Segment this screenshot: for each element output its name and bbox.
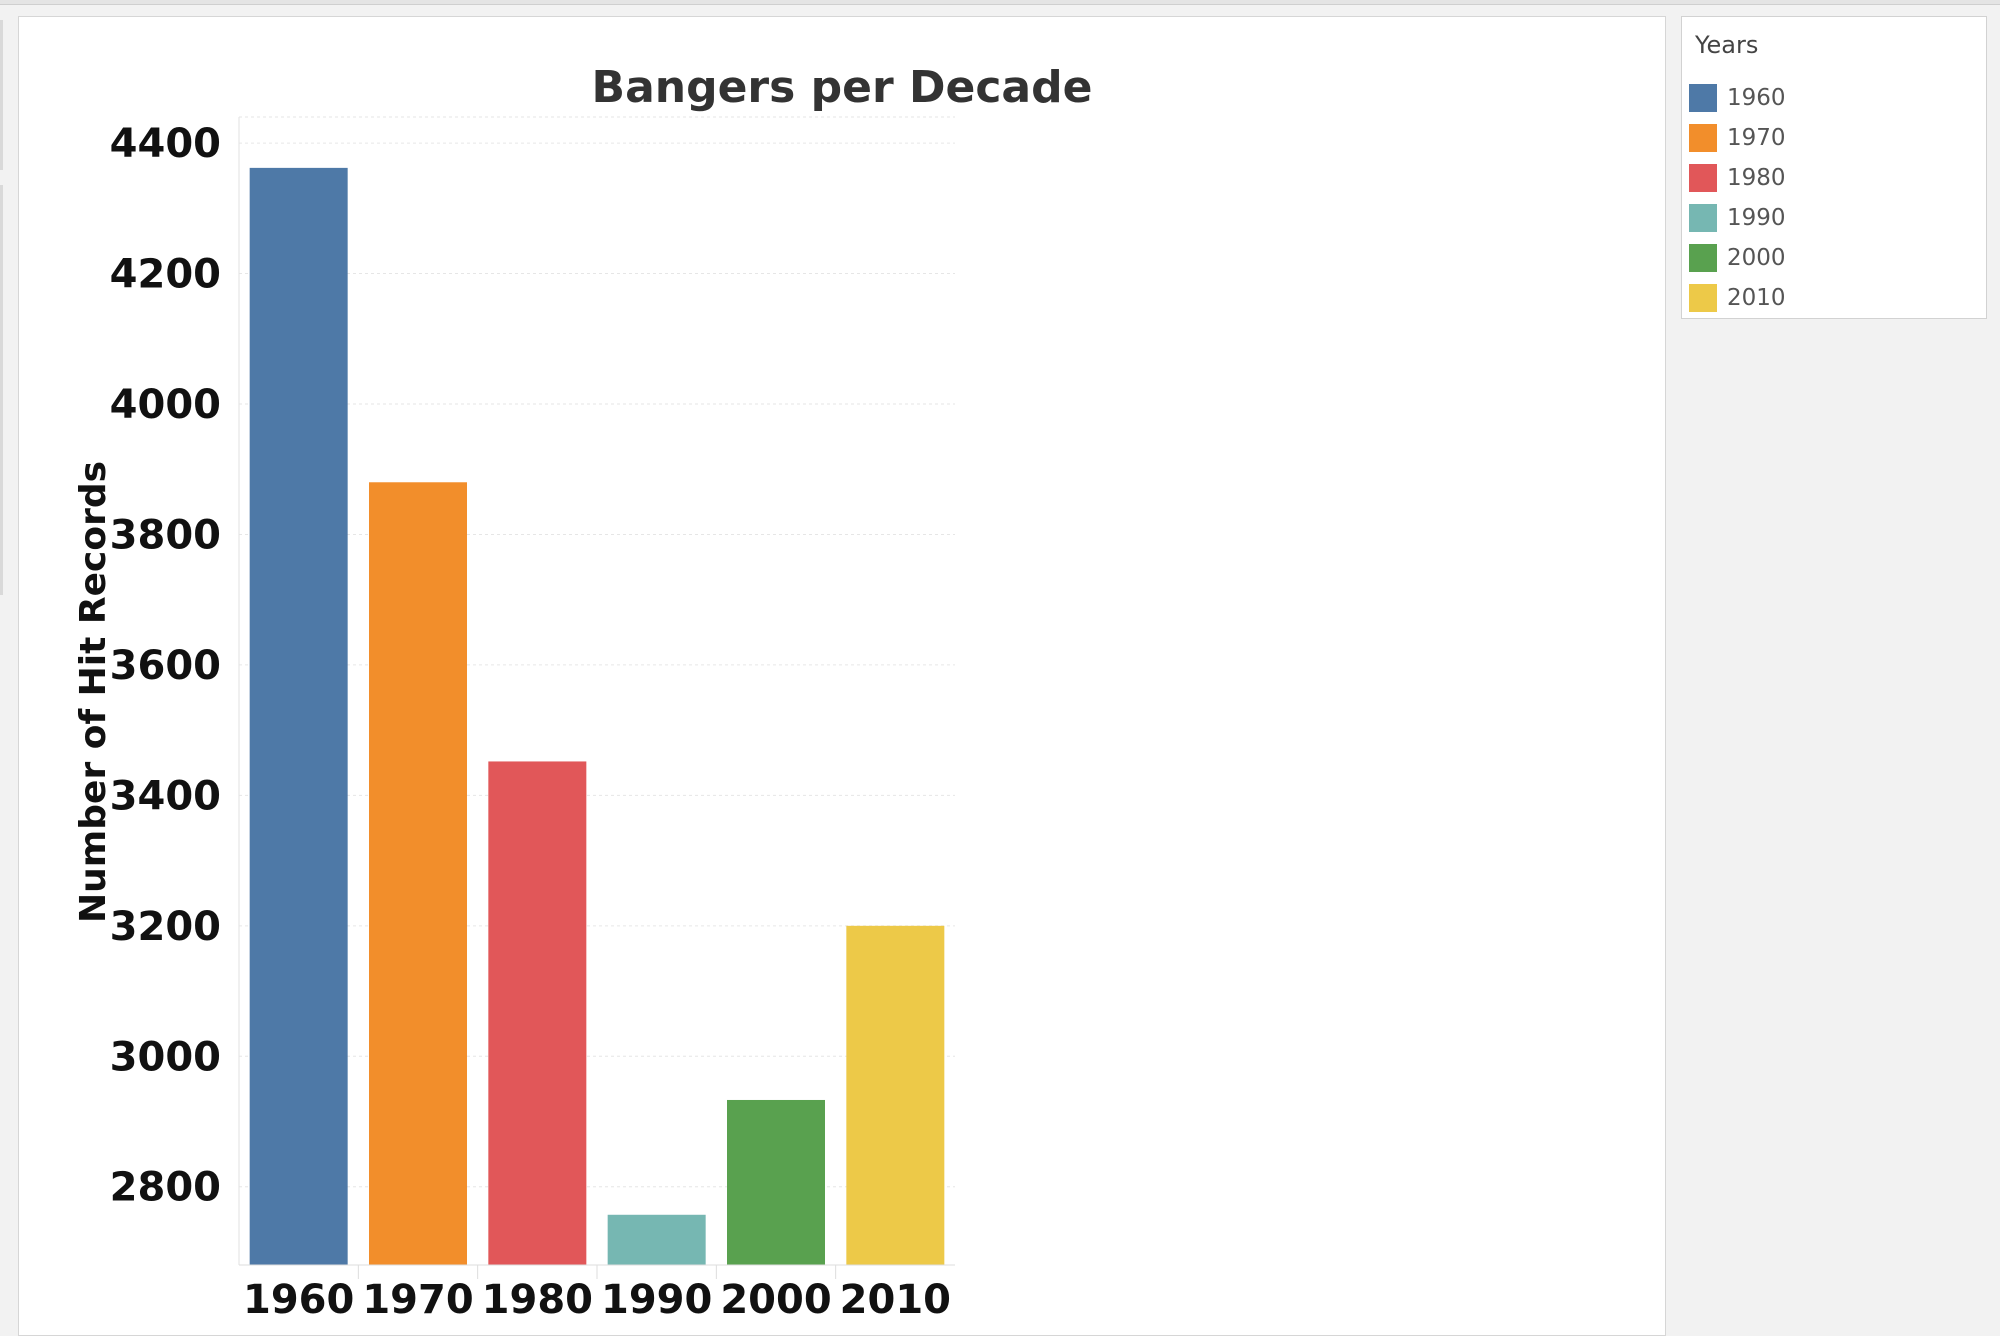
y-axis: 2800 3000 3200 3400 3600 3800 4000 4200 4400 [110, 121, 221, 1211]
y-tick-label: 3400 [110, 773, 221, 819]
x-tick-label: 1960 [243, 1277, 354, 1323]
y-axis-label: Number of Hit Records [73, 461, 114, 923]
y-tick-label: 4000 [110, 382, 221, 428]
bar-chart: 2800 3000 3200 3400 3600 3800 4000 4200 4400 196… [73, 62, 1093, 1323]
x-tick-label: 1980 [482, 1277, 593, 1323]
y-tick-label: 3000 [110, 1034, 221, 1080]
legend-label: 1960 [1727, 85, 1786, 111]
x-axis: 1960 1970 1980 1990 2000 2010 [239, 1264, 955, 1323]
legend-item-1980[interactable]: 1980 [1689, 163, 1786, 193]
legend-item-1960[interactable]: 1960 [1689, 83, 1786, 113]
legend-swatch [1689, 84, 1717, 112]
y-tick-label: 2800 [110, 1165, 221, 1211]
legend-label: 1980 [1727, 165, 1786, 191]
x-tick-label: 2000 [720, 1277, 831, 1323]
legend-swatch [1689, 204, 1717, 232]
left-panel-edge [0, 20, 3, 170]
bar-1970[interactable] [369, 482, 467, 1266]
bar-1990[interactable] [607, 1214, 706, 1265]
chart-title: Bangers per Decade [592, 62, 1093, 113]
x-tick-label: 1970 [362, 1277, 473, 1323]
legend-label: 2010 [1727, 285, 1786, 311]
legend: Years 1960 1970 1980 1990 2000 2010 [1681, 16, 1987, 319]
legend-item-2010[interactable]: 2010 [1689, 283, 1786, 313]
bar-1980[interactable] [488, 761, 587, 1265]
legend-swatch [1689, 284, 1717, 312]
legend-swatch [1689, 124, 1717, 152]
legend-label: 2000 [1727, 245, 1786, 271]
legend-title: Years [1695, 31, 1759, 59]
y-tick-label: 4200 [110, 252, 221, 298]
y-tick-label: 4400 [110, 121, 221, 167]
x-tick-label: 2010 [840, 1277, 951, 1323]
bar-2010[interactable] [846, 925, 945, 1265]
bar-1960[interactable] [249, 167, 348, 1265]
legend-label: 1970 [1727, 125, 1786, 151]
top-toolbar-strip [0, 0, 2000, 5]
left-panel-edge [0, 185, 3, 595]
x-tick-label: 1990 [601, 1277, 712, 1323]
bar-2000[interactable] [727, 1099, 825, 1265]
chart-sheet: 2800 3000 3200 3400 3600 3800 4000 4200 4400 196… [18, 16, 1666, 1336]
gridlines [238, 116, 955, 1265]
legend-swatch [1689, 244, 1717, 272]
legend-item-1990[interactable]: 1990 [1689, 203, 1786, 233]
y-tick-label: 3600 [110, 643, 221, 689]
y-tick-label: 3800 [110, 512, 221, 558]
legend-swatch [1689, 164, 1717, 192]
legend-label: 1990 [1727, 205, 1786, 231]
legend-item-2000[interactable]: 2000 [1689, 243, 1786, 273]
bars [249, 167, 945, 1266]
legend-item-1970[interactable]: 1970 [1689, 123, 1786, 153]
y-tick-label: 3200 [110, 904, 221, 950]
